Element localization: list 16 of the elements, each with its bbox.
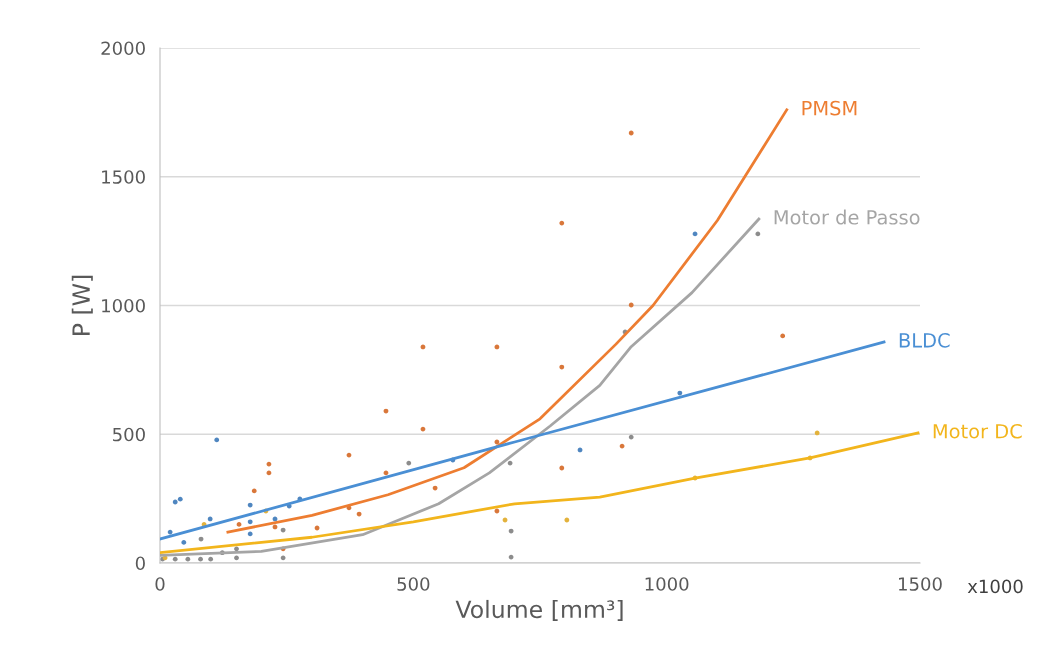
x-tick-label: 0 — [155, 577, 165, 591]
x-axis-title: Volume [mm³] — [455, 599, 623, 621]
y-tick-label: 1000 — [102, 298, 145, 313]
y-tick-label: 500 — [113, 427, 145, 442]
series-label: BLDC — [899, 333, 950, 348]
y-tick-label: 2000 — [101, 41, 145, 56]
y-tick-label: 0 — [135, 556, 145, 571]
y-tick-label: 1500 — [102, 170, 145, 184]
x-tick-label: 1000 — [645, 577, 689, 591]
x-tick-label: 500 — [397, 577, 430, 591]
x-tick-label: 1500 — [899, 577, 942, 591]
series-label: PMSM — [802, 100, 857, 116]
series-label: Motor de Passo — [774, 209, 920, 225]
y-axis-title: P [W] — [71, 275, 93, 335]
text: x1000 — [967, 579, 1023, 594]
series-label: Motor DC — [933, 423, 1022, 439]
